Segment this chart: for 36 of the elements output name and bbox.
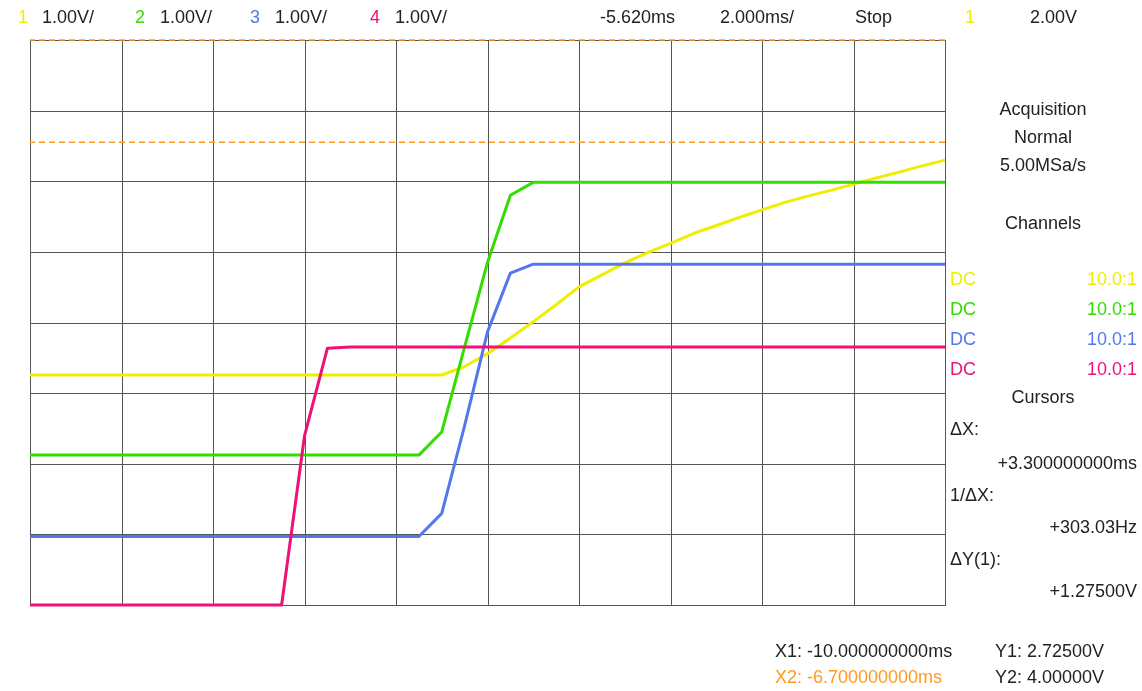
text: Y2: 4.00000V [995, 667, 1105, 687]
text: +1.27500V [1049, 581, 1137, 601]
text: ΔX: [950, 419, 980, 439]
text: -5.620ms [600, 7, 676, 27]
text: 10.0:1 [1086, 299, 1137, 319]
text: 2 [135, 7, 146, 27]
text: 10.0:1 [1086, 359, 1137, 379]
text: Stop [855, 7, 893, 27]
text: ΔY(1): [950, 549, 1002, 569]
text: Normal [1013, 127, 1073, 147]
text: 1 [965, 7, 976, 27]
text: +303.03Hz [1049, 517, 1137, 537]
text: DC [950, 299, 976, 319]
text: 4 [370, 7, 381, 27]
text: 3 [250, 7, 261, 27]
text: 5.00MSa/s [999, 155, 1087, 175]
text: 1/ΔX: [950, 485, 995, 505]
text: Cursors [1011, 387, 1075, 407]
text: Channels [1004, 213, 1082, 233]
text: DC [950, 329, 976, 349]
text: Acquisition [999, 99, 1087, 119]
text: 2.00V [1030, 7, 1078, 27]
text: 1 [18, 7, 29, 27]
text: +3.300000000ms [997, 453, 1137, 473]
text: 10.0:1 [1086, 329, 1137, 349]
text: DC [950, 359, 976, 379]
text: 10.0:1 [1086, 269, 1137, 289]
text: DC [950, 269, 976, 289]
text: 1.00V/ [160, 7, 213, 27]
text: 1.00V/ [42, 7, 95, 27]
text: 1.00V/ [275, 7, 328, 27]
text: X1: -10.000000000ms [775, 641, 953, 661]
text: 2.000ms/ [720, 7, 795, 27]
text: 1.00V/ [395, 7, 448, 27]
text: X2: -6.700000000ms [775, 667, 943, 687]
text: Y1: 2.72500V [995, 641, 1105, 661]
